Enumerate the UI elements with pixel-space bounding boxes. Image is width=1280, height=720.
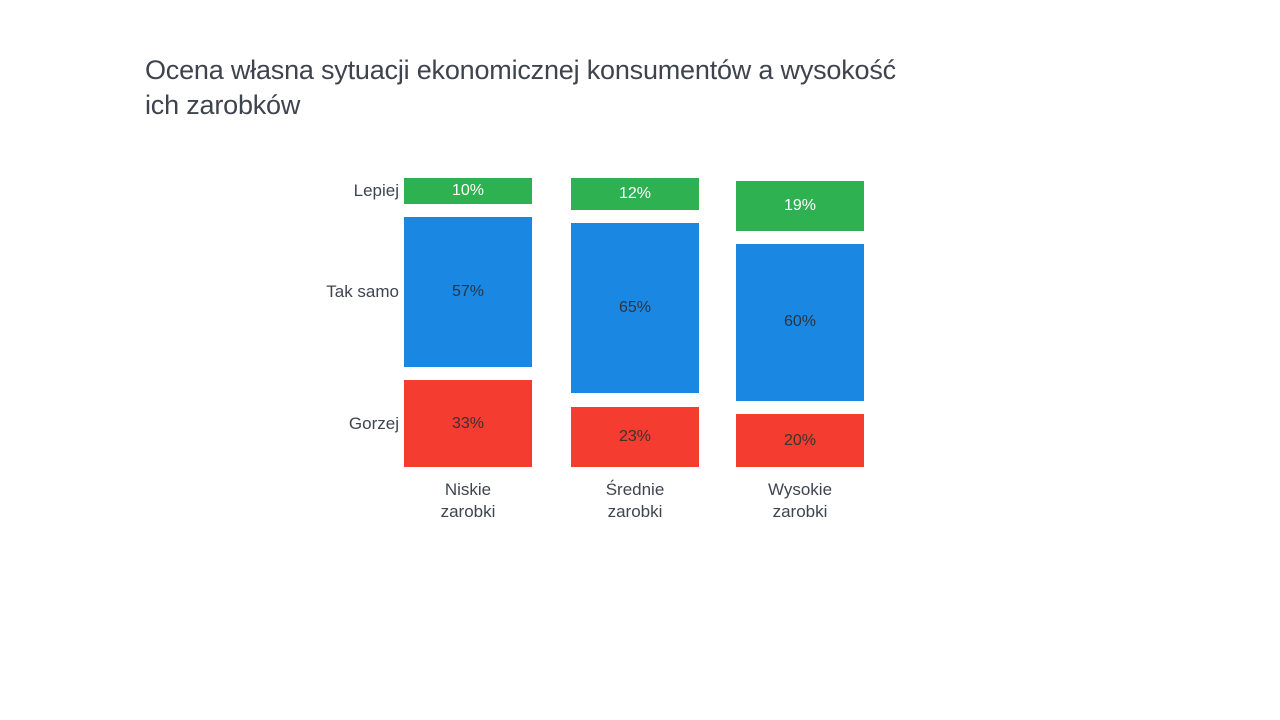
bar-segment-tak-samo-srednie-zarobki: 65% — [571, 222, 699, 394]
category-label-niskie-zarobki: Niskie zarobki — [440, 480, 496, 521]
bar-segment-lepiej-wysokie-zarobki: 19% — [736, 180, 864, 231]
bar-segment-lepiej-srednie-zarobki: 12% — [571, 178, 699, 210]
bar-segment-gorzej-srednie-zarobki: 23% — [571, 406, 699, 467]
row-label-tak-samo: Tak samo — [326, 282, 399, 302]
bar-segment-tak-samo-niskie-zarobki: 57% — [404, 217, 532, 368]
chart-title: Ocena własna sytuacji ekonomicznej konsu… — [145, 55, 896, 120]
row-label-gorzej: Gorzej — [348, 413, 399, 433]
bar-segment-gorzej-wysokie-zarobki: 20% — [736, 414, 864, 467]
bar-segment-gorzej-niskie-zarobki: 33% — [404, 380, 532, 467]
bar-segment-lepiej-niskie-zarobki: 10% — [404, 178, 532, 205]
category-label-wysokie-zarobki: Wysokie zarobki — [767, 480, 833, 521]
row-label-lepiej: Lepiej — [353, 181, 399, 201]
bar-segment-tak-samo-wysokie-zarobki: 60% — [736, 243, 864, 402]
category-label-srednie-zarobki: Średnie zarobki — [605, 480, 665, 521]
